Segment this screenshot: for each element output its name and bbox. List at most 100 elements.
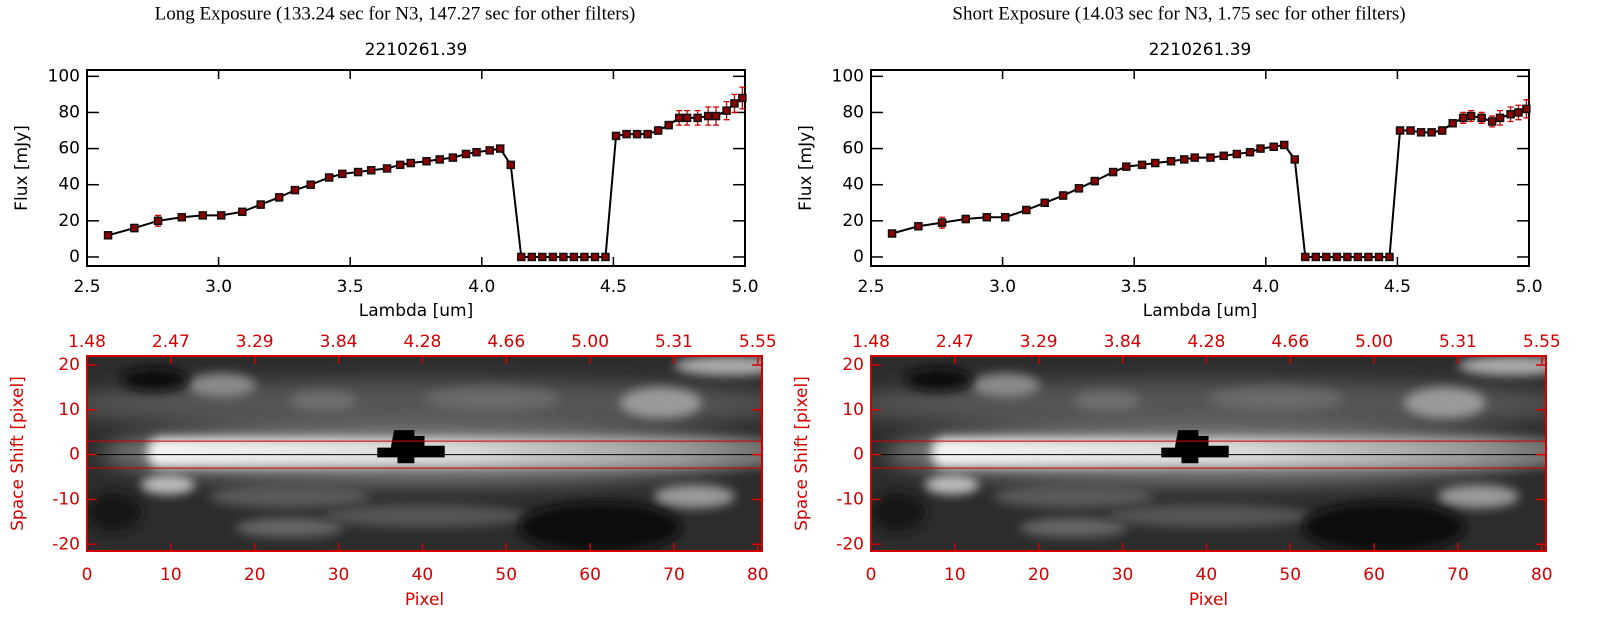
- data-point: [1022, 205, 1031, 215]
- y-tick-label: 10: [842, 400, 864, 420]
- data-point: [693, 113, 702, 123]
- data-point: [982, 212, 992, 222]
- data-point: [1301, 252, 1310, 262]
- data-point: [1040, 198, 1049, 208]
- data-point: [1477, 113, 1486, 123]
- x-tick-label: 40: [412, 565, 434, 585]
- image-blob: [1458, 356, 1546, 376]
- y-axis-label: Flux [mJy]: [12, 125, 32, 211]
- data-point: [448, 153, 458, 162]
- x-tick-label: 4.5: [1384, 277, 1411, 297]
- x-tick-label: 40: [1196, 565, 1218, 585]
- suptitle: Long Exposure (133.24 sec for N3, 147.27…: [155, 3, 636, 24]
- x-tick-label: 60: [579, 565, 601, 585]
- data-point: [738, 93, 747, 103]
- x-tick-label: 3.5: [337, 277, 364, 297]
- x2-tick-label: 4.66: [487, 332, 525, 352]
- image-blob: [1404, 387, 1486, 419]
- y-tick-label: 0: [69, 445, 80, 465]
- suptitle: Short Exposure (14.03 sec for N3, 1.75 s…: [952, 3, 1405, 24]
- data-point: [256, 200, 265, 209]
- data-point: [632, 129, 642, 139]
- data-point: [559, 252, 568, 262]
- image-blob: [654, 484, 735, 509]
- image-blob: [289, 391, 357, 411]
- image-frame: [870, 355, 1547, 552]
- plot-frame: [86, 69, 746, 267]
- plot-frame: [870, 69, 1530, 267]
- y-axis-label: Space Shift [pixel]: [8, 376, 28, 531]
- image-blob: [1438, 484, 1519, 509]
- x-tick-label: 2.5: [73, 277, 100, 297]
- x2-tick-label: 3.29: [1020, 332, 1058, 352]
- data-point: [435, 155, 444, 164]
- data-point: [590, 252, 600, 262]
- data-point: [1232, 149, 1242, 159]
- image-blob: [992, 484, 1155, 509]
- data-point: [1406, 126, 1415, 135]
- data-point: [682, 113, 692, 123]
- image-blob: [235, 517, 344, 538]
- data-point: [1290, 155, 1300, 164]
- x-tick-label: 50: [495, 565, 517, 585]
- data-point: [1090, 176, 1099, 186]
- data-point: [1166, 156, 1176, 166]
- image-blob: [972, 373, 1040, 397]
- x2-tick-label: 5.31: [655, 332, 693, 352]
- data-point: [548, 252, 558, 262]
- data-point: [1332, 252, 1342, 262]
- image-band: [931, 437, 1546, 468]
- image-blob: [519, 502, 681, 551]
- data-point: [1122, 162, 1131, 171]
- data-point: [338, 169, 347, 179]
- data-point: [937, 218, 947, 227]
- image-blob: [871, 492, 925, 532]
- y-tick-label: 10: [58, 400, 80, 420]
- data-point: [1353, 252, 1363, 262]
- data-point: [1074, 184, 1084, 193]
- data-point: [1427, 128, 1436, 137]
- data-point: [177, 212, 187, 222]
- data-point: [1416, 128, 1426, 137]
- data-point: [1000, 212, 1010, 222]
- image-blob: [674, 356, 762, 376]
- image-blob: [141, 474, 195, 495]
- data-point: [601, 252, 610, 262]
- image-blob: [1208, 387, 1344, 411]
- y-tick-label: 0: [853, 445, 864, 465]
- data-point: [580, 252, 589, 262]
- data-point: [306, 180, 315, 189]
- x-tick-label: 3.0: [205, 277, 232, 297]
- data-point: [103, 231, 113, 240]
- data-point: [1256, 144, 1265, 153]
- data-point: [887, 229, 897, 238]
- image-blob: [188, 373, 256, 397]
- x2-tick-label: 3.84: [320, 332, 358, 352]
- x2-tick-label: 4.66: [1271, 332, 1309, 352]
- data-point: [1269, 142, 1278, 152]
- data-point: [353, 167, 363, 177]
- data-point: [664, 120, 673, 130]
- x2-tick-label: 5.31: [1439, 332, 1477, 352]
- image-blob: [1019, 517, 1128, 538]
- x-tick-label: 10: [160, 565, 182, 585]
- data-point: [1437, 126, 1447, 135]
- data-point: [703, 111, 713, 121]
- image-blob: [120, 367, 189, 392]
- data-point: [324, 173, 334, 182]
- data-point: [367, 166, 376, 175]
- x-tick-label: 60: [1363, 565, 1385, 585]
- image-blob: [208, 484, 371, 509]
- data-point: [1385, 252, 1394, 262]
- data-point: [711, 111, 721, 121]
- x2-tick-label: 4.28: [403, 332, 441, 352]
- x2-tick-label: 4.28: [1187, 332, 1225, 352]
- data-point: [1395, 126, 1405, 135]
- data-point: [1458, 113, 1468, 123]
- image: [871, 356, 1546, 551]
- data-point: [730, 99, 739, 108]
- data-point: [1058, 191, 1068, 200]
- y-tick-label: 60: [842, 139, 864, 159]
- data-point: [1495, 113, 1505, 123]
